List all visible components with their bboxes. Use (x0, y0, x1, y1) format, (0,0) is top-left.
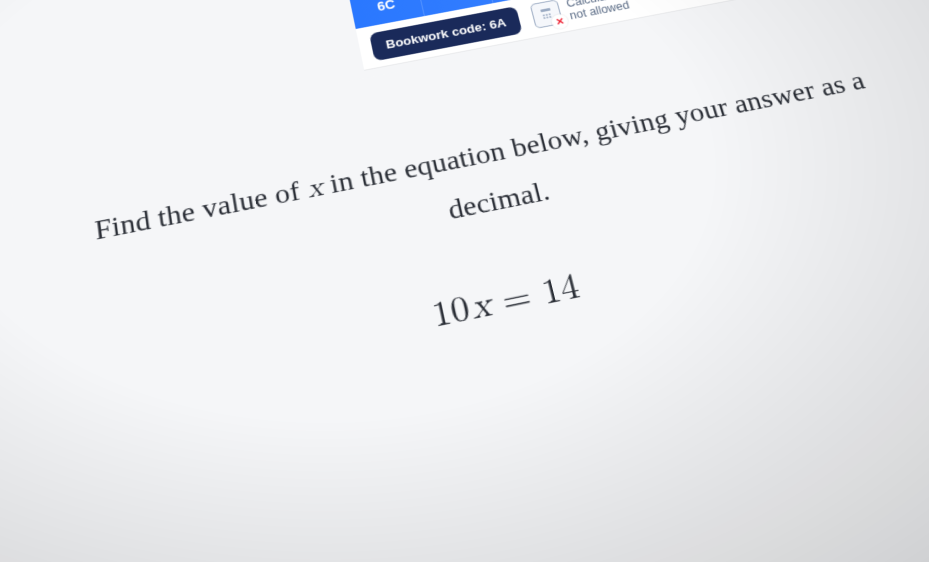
question-middle: in the equation below, giving your answe… (320, 66, 869, 201)
equation-rhs: 14 (538, 269, 583, 311)
question-line2: decimal. (445, 176, 553, 226)
question-text: Find the value of x in the equation belo… (68, 55, 911, 310)
calculator-icon: × (530, 0, 564, 29)
calculator-status: × Calculator not allowed (530, 0, 631, 29)
not-allowed-x-icon: × (550, 13, 569, 30)
question-prefix: Find the value of (93, 175, 310, 247)
question-area: Find the value of x in the equation belo… (7, 0, 929, 562)
equation-equals: = (487, 277, 547, 323)
